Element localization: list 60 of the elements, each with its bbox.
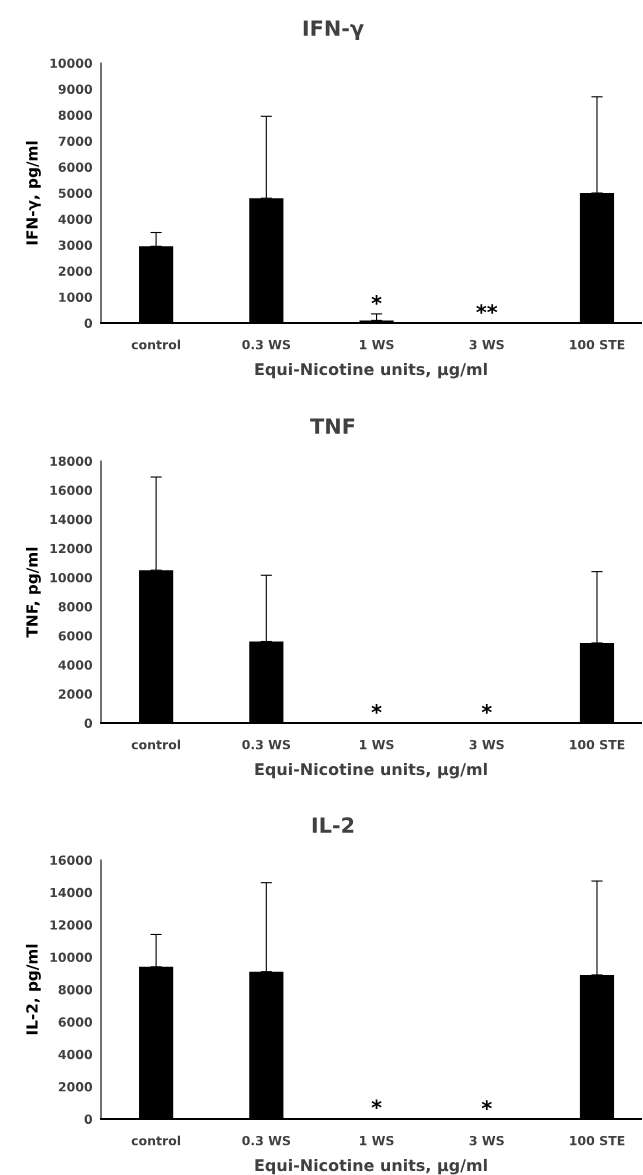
y-tick-label: 12000 — [50, 543, 93, 554]
y-tick-label: 10000 — [50, 952, 93, 963]
y-tick-label: 0 — [84, 1114, 93, 1124]
x-axis-title: Equi-Nicotine units, µg/ml — [255, 762, 487, 779]
y-tick-label: 10000 — [50, 572, 93, 583]
y-axis-title: IL-2, pg/ml — [25, 944, 41, 1035]
annotation: * — [481, 1100, 492, 1110]
y-tick-label: 4000 — [58, 214, 93, 224]
y-tick-label: 16000 — [50, 485, 93, 496]
x-tick-label: 100 STE — [570, 739, 625, 750]
annotation: * — [371, 1099, 382, 1110]
annotation: * — [371, 295, 382, 305]
y-tick-label: 16000 — [50, 855, 93, 865]
y-tick-label: 6000 — [58, 631, 93, 641]
y-tick-label: 6000 — [58, 1017, 93, 1027]
chart-title: IFN-γ — [303, 20, 364, 41]
y-tick-label: 3000 — [58, 240, 93, 250]
y-tick-label: 14000 — [50, 514, 93, 525]
x-tick-label: 0.3 WS — [242, 739, 291, 750]
chart-title: TNF — [310, 418, 355, 434]
y-tick-label: 9000 — [58, 84, 93, 94]
x-tick-label: 1 WS — [360, 739, 394, 750]
annotation: ** — [476, 304, 498, 314]
y-axis-title: IFN-γ, pg/ml — [25, 141, 41, 245]
y-tick-label: 4000 — [58, 1049, 93, 1060]
x-tick-label: 1 WS — [360, 339, 394, 350]
x-tick-label: control — [131, 739, 181, 750]
y-tick-label: 0 — [84, 318, 93, 328]
y-tick-label: 2000 — [58, 1082, 93, 1092]
y-tick-label: 6000 — [58, 162, 93, 172]
x-tick-label: control — [131, 1135, 181, 1146]
y-tick-label: 5000 — [58, 188, 93, 198]
x-tick-label: 0.3 WS — [242, 339, 291, 350]
y-tick-label: 2000 — [58, 266, 93, 276]
x-tick-label: 3 WS — [469, 739, 504, 750]
y-tick-label: 10000 — [50, 58, 93, 68]
y-tick-label: 7000 — [58, 136, 93, 146]
x-tick-label: 100 STE — [570, 1135, 625, 1146]
y-tick-label: 8000 — [58, 110, 93, 120]
x-tick-label: control — [131, 339, 181, 350]
x-tick-label: 3 WS — [469, 339, 504, 350]
y-tick-label: 18000 — [50, 456, 93, 466]
y-tick-label: 12000 — [50, 920, 93, 930]
x-tick-label: 3 WS — [469, 1135, 504, 1146]
y-axis-title: TNF, pg/ml — [25, 547, 41, 638]
y-tick-label: 8000 — [58, 602, 93, 612]
x-tick-label: 100 STE — [570, 339, 625, 350]
chart-title: IL-2 — [312, 817, 354, 833]
y-tick-label: 4000 — [58, 660, 93, 670]
x-axis-title: Equi-Nicotine units, µg/ml — [255, 362, 487, 379]
y-tick-label: 1000 — [59, 292, 93, 302]
x-tick-label: 0.3 WS — [242, 1135, 291, 1146]
y-tick-label: 14000 — [50, 887, 93, 898]
x-tick-label: 1 WS — [360, 1135, 394, 1146]
annotation: * — [481, 704, 492, 714]
y-tick-label: 2000 — [58, 689, 93, 699]
x-axis-title: Equi-Nicotine units, µg/ml — [255, 1158, 487, 1175]
y-tick-label: 0 — [84, 718, 93, 728]
y-tick-label: 8000 — [58, 984, 93, 995]
annotation: * — [371, 704, 382, 714]
